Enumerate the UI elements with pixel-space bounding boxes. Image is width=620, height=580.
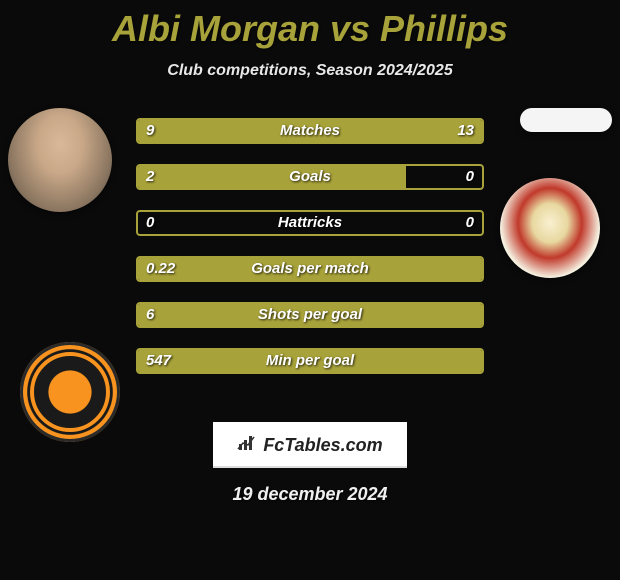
page-subtitle: Club competitions, Season 2024/2025	[0, 62, 620, 80]
player-left-block	[8, 108, 112, 212]
player-right-block	[520, 108, 612, 132]
bar-value-right: 13	[447, 118, 484, 144]
bar-label: Min per goal	[136, 348, 484, 374]
bar-value-right: 0	[456, 210, 484, 236]
bar-row: Hattricks0 0	[136, 210, 484, 236]
bar-value-left: 0	[136, 210, 164, 236]
bar-label: Goals per match	[136, 256, 484, 282]
club-crest-right	[500, 178, 600, 278]
bar-value-left: 9	[136, 118, 164, 144]
bar-row: Matches9 13	[136, 118, 484, 144]
player-left-avatar	[8, 108, 112, 212]
page-date: 19 december 2024	[0, 484, 620, 505]
comparison-stage: Matches913Goals20Hattricks00Goals per ma…	[0, 108, 620, 408]
bar-label: Matches	[136, 118, 484, 144]
page-title: Albi Morgan vs Phillips	[0, 0, 620, 50]
bar-row: Shots per goal6	[136, 302, 484, 328]
bar-label: Goals	[136, 164, 484, 190]
comparison-bars: Matches913Goals20Hattricks00Goals per ma…	[136, 118, 484, 394]
site-logo-text: FcTables.com	[263, 435, 382, 456]
player-right-avatar	[520, 108, 612, 132]
bar-value-left: 2	[136, 164, 164, 190]
chart-icon	[237, 434, 257, 457]
bar-value-left: 547	[136, 348, 181, 374]
bar-row: Goals2 0	[136, 164, 484, 190]
site-logo: FcTables.com	[213, 422, 407, 468]
bar-value-left: 0.22	[136, 256, 185, 282]
club-crest-left	[20, 342, 120, 442]
bar-value-left: 6	[136, 302, 164, 328]
bar-row: Min per goal547	[136, 348, 484, 374]
bar-label: Hattricks	[136, 210, 484, 236]
bar-label: Shots per goal	[136, 302, 484, 328]
bar-value-right: 0	[456, 164, 484, 190]
bar-row: Goals per match0.22	[136, 256, 484, 282]
